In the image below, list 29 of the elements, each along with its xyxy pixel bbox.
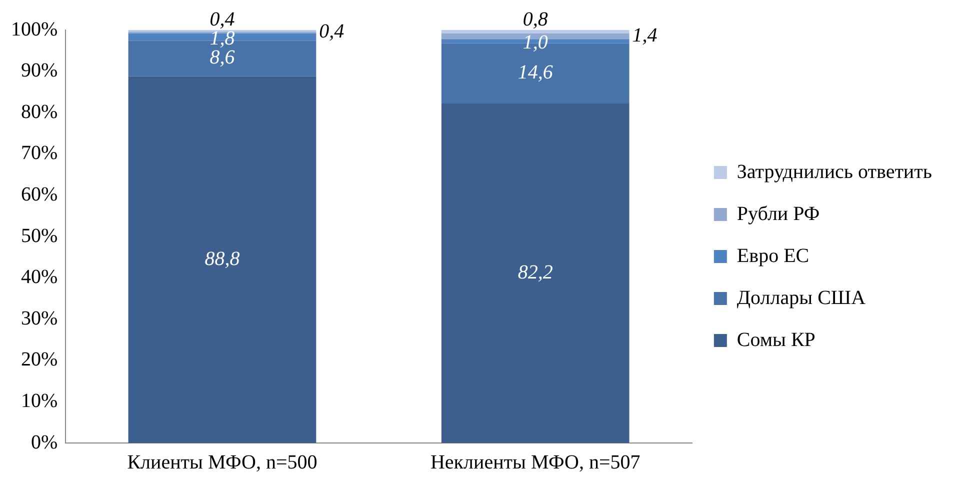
legend-label: Затруднились ответить [736, 160, 932, 183]
data-label: 82,2 [518, 262, 553, 284]
data-label: 1,0 [522, 31, 548, 54]
bar [441, 104, 630, 443]
y-tick-label: 60% [20, 183, 58, 206]
y-tick-label: 0% [30, 431, 58, 454]
legend-label: Сомы КР [736, 328, 816, 351]
y-tick-label: 80% [20, 100, 58, 123]
y-tick-label: 100% [10, 18, 58, 40]
y-tick-label: 90% [20, 60, 58, 82]
data-label: 88,8 [204, 248, 240, 270]
legend-label: Доллары США [736, 286, 866, 309]
y-tick-label: 20% [20, 348, 58, 371]
x-tick-label: Клиенты МФО, n=500 [127, 451, 318, 474]
data-label: 0,4 [319, 20, 344, 43]
data-label: 8,6 [210, 46, 235, 69]
data-label: 14,6 [518, 62, 553, 84]
x-tick-label: Неклиенты МФО, n=507 [430, 451, 640, 474]
data-label: 1,4 [632, 24, 658, 46]
legend-label: Евро ЕС [736, 244, 810, 267]
bar [441, 30, 630, 34]
y-tick-label: 10% [20, 390, 58, 412]
y-tick-label: 30% [20, 307, 58, 330]
y-tick-label: 70% [20, 142, 58, 164]
legend-label: Рубли РФ [736, 202, 820, 225]
y-tick-label: 50% [20, 224, 58, 247]
bar [128, 76, 316, 443]
data-label: 0,8 [522, 8, 548, 30]
y-tick-label: 40% [20, 266, 58, 288]
